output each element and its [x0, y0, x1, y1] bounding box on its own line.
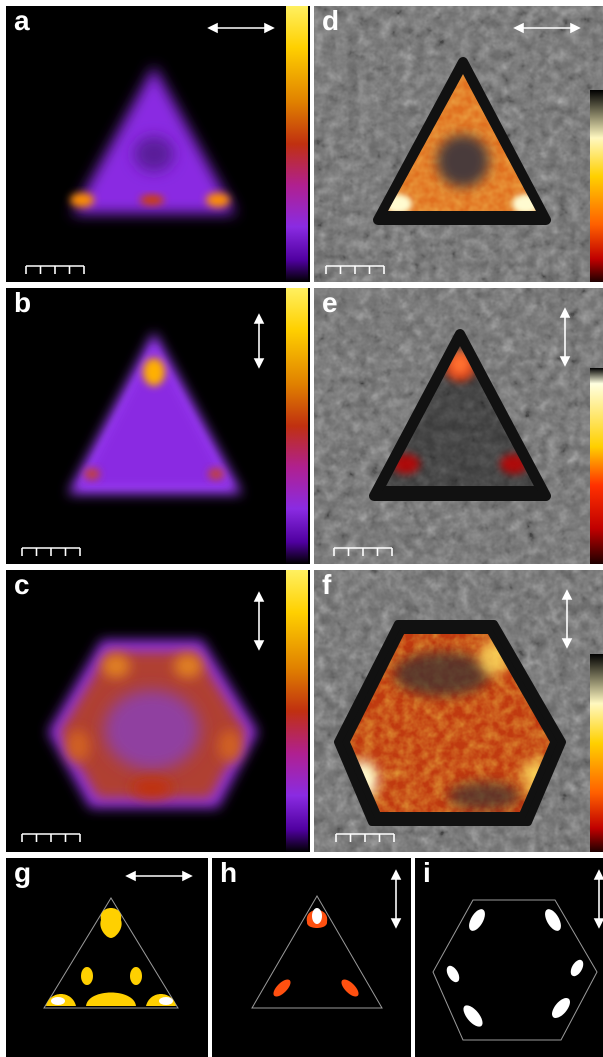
panel-g: g [6, 858, 208, 1057]
polarization-arrow-vertical [593, 869, 603, 929]
panel-label: a [14, 6, 30, 36]
hotspot-left [273, 979, 291, 997]
polarization-arrow-vertical [559, 307, 571, 367]
polarization-arrow-vertical [253, 591, 265, 651]
hotspot-right-edge [130, 967, 142, 985]
panel-b-image [21, 288, 308, 564]
panel-label: i [423, 858, 431, 888]
panel-a-image [25, 6, 308, 282]
colorbar [590, 90, 603, 282]
panel-e-image [314, 288, 603, 564]
colorbar [286, 288, 308, 564]
panel-c: c [6, 570, 310, 852]
hexagon-outline [432, 899, 598, 1041]
panel-h-image [251, 869, 402, 1009]
hotspot-bottom-left [463, 1005, 483, 1027]
triangle-nanoprism [80, 346, 230, 486]
hotspot-top [100, 908, 122, 938]
hotspot-core-top [312, 908, 322, 924]
panel-label: e [322, 288, 338, 318]
panel-label: d [322, 6, 340, 36]
panel-label: f [322, 570, 332, 600]
center-dark-region [437, 135, 489, 187]
panel-g-image [43, 870, 193, 1009]
colorbar [286, 570, 308, 852]
triangle-outline [43, 897, 179, 1009]
scale-bar [325, 265, 385, 274]
hotspot-left-edge [81, 967, 93, 985]
panel-label: g [14, 858, 32, 888]
polarization-arrow-horizontal [125, 870, 193, 882]
scale-bar [333, 547, 393, 556]
polarization-arrow-vertical [561, 589, 573, 649]
hotspot-core-right [159, 997, 173, 1005]
panel-i-image [432, 869, 603, 1041]
hotspot-left [70, 193, 94, 207]
panel-i: i [415, 858, 603, 1057]
hotspot-bottom [132, 778, 172, 798]
hotspot-top-left [102, 654, 130, 678]
triangle-outline [251, 895, 383, 1009]
panel-d: d [314, 6, 603, 282]
hotspot-core-left [51, 997, 65, 1005]
dark-region-bottom [448, 782, 520, 810]
hotspot-bottom [140, 195, 164, 205]
panel-label: b [14, 288, 32, 318]
panel-d-image [314, 6, 603, 282]
scale-bar [25, 265, 85, 274]
dark-region-top [394, 652, 490, 696]
colorbar [590, 368, 603, 564]
hotspot-bottom-right [552, 998, 570, 1018]
panel-e: e [314, 288, 603, 564]
panel-f-image [314, 570, 603, 852]
scale-bar [21, 547, 81, 556]
hotspot-left [84, 468, 100, 480]
hotspot-right [341, 979, 359, 997]
hotspot-left [66, 730, 90, 762]
polarization-arrow-horizontal [207, 22, 275, 34]
panel-h: h [212, 858, 411, 1057]
panel-label: c [14, 570, 30, 600]
colorbar [286, 6, 308, 282]
polarization-arrow-horizontal [513, 22, 581, 34]
polarization-arrow-vertical [253, 313, 265, 369]
panel-f: f [314, 570, 603, 852]
hotspot-left-upper [446, 965, 460, 983]
hotspot-right-upper [570, 959, 584, 977]
scale-bar [335, 833, 395, 842]
panel-a: a [6, 6, 310, 282]
center-region [104, 690, 200, 770]
hotspot-top-right [545, 909, 561, 931]
panel-label: h [220, 858, 238, 888]
hotspot-top [143, 358, 165, 386]
polarization-arrow-vertical [390, 869, 402, 929]
hotspot-top-left [469, 909, 485, 931]
hotspot-bottom [86, 992, 136, 1006]
hotspot-right [218, 730, 242, 762]
scale-bar [21, 833, 81, 842]
hotspot-right [206, 193, 230, 207]
panel-c-image [21, 570, 308, 852]
hotspot-right [208, 468, 224, 480]
panel-b: b [6, 288, 310, 564]
hotspot-top-right [174, 654, 202, 678]
colorbar [590, 654, 603, 852]
center-dark-region [134, 136, 174, 172]
